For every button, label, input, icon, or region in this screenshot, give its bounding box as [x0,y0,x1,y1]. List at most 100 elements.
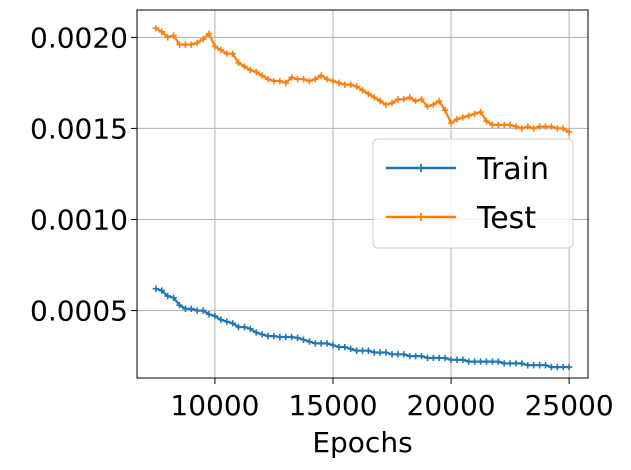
data-point-train [253,329,260,336]
data-point-train [406,352,413,360]
data-point-test [495,121,502,128]
x-tick-label: 20000 [407,389,496,422]
data-point-test [512,123,520,130]
data-point-test [477,108,484,116]
data-point-test [436,97,443,105]
data-point-test [341,81,348,88]
data-point-test [229,50,236,57]
data-point-train [329,342,337,349]
data-point-train [164,292,171,300]
data-point-train [388,351,396,358]
data-point-train [199,307,207,314]
data-point-train [241,323,248,331]
data-point-test [188,41,195,48]
series-train [152,285,573,371]
y-tick-label: 0.0010 [30,204,128,237]
data-point-train [400,351,408,358]
data-point-test [312,76,319,83]
data-point-test [205,30,213,37]
legend-marker-test [417,213,425,221]
series-test [152,25,573,136]
data-point-train [152,285,160,292]
data-point-train [447,356,455,363]
data-point-train [323,340,331,347]
data-point-train [371,349,378,356]
data-point-test [235,59,242,67]
data-point-test [506,121,514,128]
data-point-train [176,301,183,309]
data-point-train [229,320,236,327]
data-point-train [258,331,266,338]
data-point-train [471,358,478,365]
legend-box [372,138,574,249]
data-point-test [170,32,177,39]
data-point-train [394,351,402,358]
data-point-train [500,360,508,367]
data-point-train [436,354,443,362]
data-point-train [335,343,343,351]
data-point-test [194,39,201,46]
data-point-test [394,96,402,103]
y-tick-label: 0.0020 [30,21,128,54]
data-point-test [418,96,425,103]
data-point-train [188,305,195,312]
data-point-train [365,347,372,354]
data-point-train [223,318,230,325]
data-point-train [247,325,254,333]
data-point-test [258,72,266,79]
data-point-train [459,356,467,363]
data-point-train [312,340,319,347]
data-point-train [347,345,354,353]
y-axis-ticks: 0.0005 0.0010 0.0015 0.0020 [30,21,137,328]
data-point-test [447,119,455,127]
legend: Train Test [372,138,574,249]
x-tick-label: 15000 [288,389,377,422]
data-point-train [205,311,213,318]
data-point-train [300,336,307,343]
data-point-test [542,123,549,130]
data-point-train [489,358,496,365]
data-point-train [524,362,531,369]
y-tick-label: 0.0015 [30,112,128,145]
data-point-test [199,35,207,43]
data-point-train [483,358,490,365]
data-point-test [264,76,272,83]
data-point-test [300,76,307,83]
data-point-train [548,363,555,371]
data-point-test [294,76,301,83]
data-point-test [317,72,325,79]
data-point-train [453,356,461,363]
data-point-train [465,358,472,365]
data-point-train [217,316,225,323]
data-point-test [347,81,354,88]
data-point-test [353,83,360,90]
legend-marker-train [417,164,425,172]
data-point-test [371,94,378,101]
plot-frame [136,9,589,379]
data-point-train [554,363,561,371]
data-point-train [382,349,390,356]
data-point-train [182,305,189,312]
data-point-train [353,347,360,354]
data-point-train [276,333,284,341]
data-point-train [264,332,272,340]
data-point-test [306,77,313,85]
data-point-train [341,343,348,351]
data-point-train [288,333,295,341]
data-point-train [235,323,242,331]
data-point-train [158,287,165,294]
data-point-train [211,312,219,320]
series-layer [152,25,573,371]
data-point-test [241,63,248,70]
data-point-test [217,46,225,54]
data-point-test [152,25,160,32]
data-point-train [565,363,573,371]
data-point-test [182,41,189,48]
data-point-test [335,79,343,87]
data-point-test [276,77,284,85]
data-point-train [270,332,278,340]
data-point-train [194,307,201,314]
data-point-train [282,333,289,341]
data-point-test [323,76,331,83]
